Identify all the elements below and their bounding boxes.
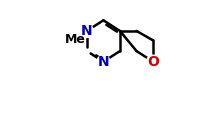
Text: N: N: [81, 24, 93, 38]
Circle shape: [80, 24, 93, 37]
Text: Me: Me: [65, 33, 86, 46]
Text: N: N: [98, 55, 109, 69]
Circle shape: [69, 33, 82, 46]
Text: O: O: [147, 55, 159, 69]
Circle shape: [147, 55, 160, 68]
Circle shape: [97, 55, 110, 68]
